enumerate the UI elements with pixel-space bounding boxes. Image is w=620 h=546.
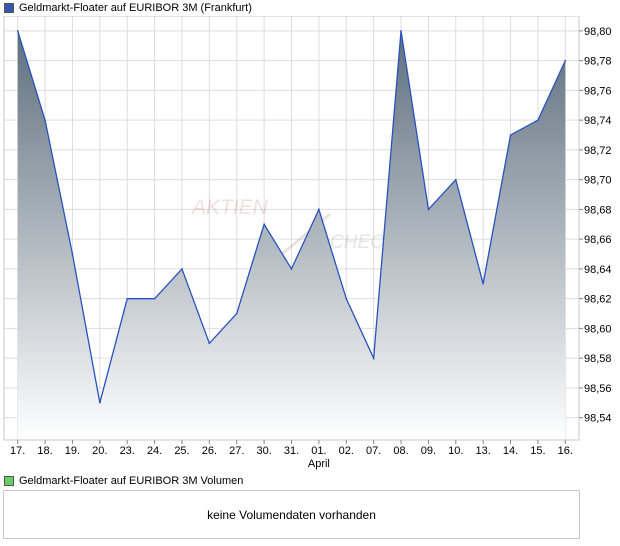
x-sublabel-month: April xyxy=(308,458,330,470)
x-tick-label: 09. xyxy=(421,445,436,457)
y-tick-label: 98,70 xyxy=(584,175,612,187)
x-tick-label: 19. xyxy=(65,445,80,457)
x-tick-label: 16. xyxy=(558,445,573,457)
price-legend: Geldmarkt-Floater auf EURIBOR 3M (Frankf… xyxy=(4,1,252,15)
data-point-18 xyxy=(44,119,46,121)
data-point-27 xyxy=(235,312,238,315)
data-point-31 xyxy=(290,268,293,270)
x-tick-label: 27. xyxy=(229,445,244,457)
x-tick-label: 25. xyxy=(174,445,189,457)
x-tick-label: 01. xyxy=(311,445,326,457)
data-point-19 xyxy=(71,253,74,255)
data-point-13 xyxy=(482,282,484,285)
data-point-16 xyxy=(564,59,567,62)
y-tick-label: 98,54 xyxy=(584,413,612,425)
y-tick-label: 98,58 xyxy=(584,353,612,365)
data-point-17 xyxy=(16,30,19,32)
data-point-02 xyxy=(345,297,348,300)
price-chart: AKTIEN CHECK 98,54 98,56 98,58 98,60 98,62 98… xyxy=(3,16,612,470)
x-tick-label: 30. xyxy=(256,445,271,457)
volume-legend-swatch xyxy=(4,476,14,486)
x-tick-label: 10. xyxy=(448,445,463,457)
watermark-text-2: CHECK xyxy=(330,232,398,253)
watermark-text-1: AKTIEN xyxy=(190,196,269,219)
price-legend-swatch xyxy=(4,3,14,13)
x-tick-label: 13. xyxy=(476,445,491,457)
data-point-24 xyxy=(153,297,156,300)
y-tick-label: 98,62 xyxy=(584,294,612,306)
y-tick-label: 98,72 xyxy=(584,145,612,157)
y-tick-label: 98,66 xyxy=(584,234,612,246)
data-point-15 xyxy=(537,119,539,121)
data-point-07 xyxy=(372,357,375,359)
x-tick-label: 26. xyxy=(202,445,217,457)
price-area-fill xyxy=(17,30,566,440)
data-point-08 xyxy=(400,30,402,32)
x-tick-label: 23. xyxy=(120,445,135,457)
y-tick-label: 98,74 xyxy=(584,115,612,127)
x-tick-label: 08. xyxy=(393,445,408,457)
y-tick-label: 98,80 xyxy=(584,26,612,38)
watermark: AKTIEN CHECK xyxy=(190,196,398,257)
y-tick-label: 98,68 xyxy=(584,204,612,216)
data-point-14 xyxy=(509,134,512,136)
volume-empty-message: keine Volumendaten vorhanden xyxy=(207,507,376,522)
x-tick-label: 31. xyxy=(284,445,299,457)
x-tick-label: 24. xyxy=(147,445,162,457)
y-tick-label: 98,60 xyxy=(584,323,612,335)
y-tick-label: 98,64 xyxy=(584,264,612,276)
data-point-23 xyxy=(126,297,129,300)
data-point-20 xyxy=(99,402,101,404)
data-point-10 xyxy=(454,178,457,181)
x-tick-label: 14. xyxy=(503,445,518,457)
volume-panel: keine Volumendaten vorhanden xyxy=(3,490,580,539)
data-point-01 xyxy=(318,208,320,211)
volume-legend-label: Geldmarkt-Floater auf EURIBOR 3M Volumen xyxy=(19,475,244,487)
y-tick-label: 98,56 xyxy=(584,383,612,395)
x-tick-label: 15. xyxy=(530,445,545,457)
volume-legend: Geldmarkt-Floater auf EURIBOR 3M Volumen xyxy=(4,474,243,488)
data-point-30 xyxy=(263,223,265,226)
data-point-09 xyxy=(427,208,430,211)
x-tick-label: 02. xyxy=(339,445,354,457)
x-tick-label: 07. xyxy=(366,445,381,457)
x-tick-label: 20. xyxy=(92,445,107,457)
x-tick-label: 17. xyxy=(10,445,25,457)
x-tick-label: 18. xyxy=(37,445,52,457)
price-legend-label: Geldmarkt-Floater auf EURIBOR 3M (Frankf… xyxy=(19,2,252,14)
y-tick-label: 98,78 xyxy=(584,56,612,68)
data-point-26 xyxy=(208,342,211,345)
data-point-25 xyxy=(181,268,183,270)
y-tick-label: 98,76 xyxy=(584,85,612,97)
